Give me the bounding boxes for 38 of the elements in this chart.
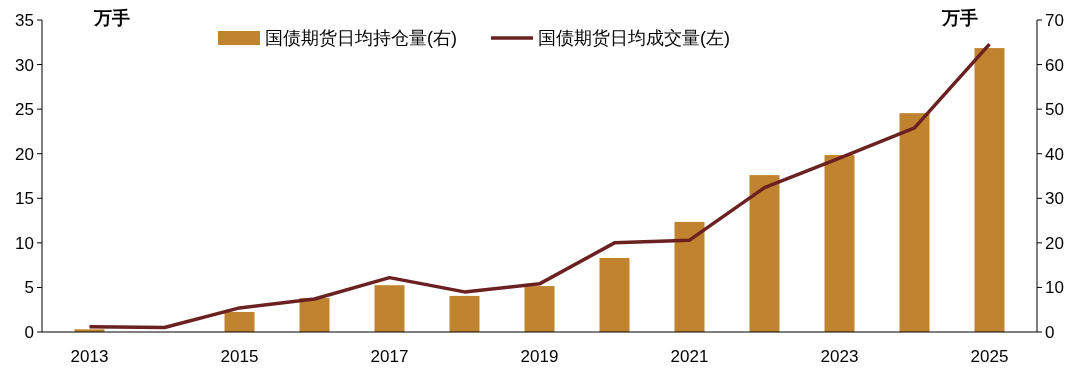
y2-tick-label: 20	[1045, 233, 1064, 253]
y2-tick-label: 30	[1045, 189, 1064, 209]
y2-tick-label: 50	[1045, 100, 1064, 120]
y-tick-label: 5	[24, 278, 34, 298]
y2-tick-label: 70	[1045, 11, 1064, 30]
y-tick-label: 15	[15, 189, 34, 209]
x-tick-label: 2023	[820, 347, 859, 366]
bar	[449, 295, 480, 332]
bar	[674, 221, 705, 332]
x-tick-label: 2013	[70, 347, 109, 366]
legend-label: 国债期货日均持仓量(右)	[265, 28, 457, 48]
x-tick-label: 2017	[370, 347, 409, 366]
y-axis-title: 万手	[93, 8, 130, 28]
bar	[374, 285, 405, 332]
bar	[824, 155, 855, 332]
y-tick-label: 35	[15, 11, 34, 30]
legend-label: 国债期货日均成交量(左)	[538, 28, 730, 48]
x-tick-label: 2025	[970, 347, 1009, 366]
y2-tick-label: 60	[1045, 55, 1064, 75]
bar	[599, 258, 630, 332]
bar	[899, 113, 930, 332]
y-tick-label: 25	[15, 100, 34, 120]
bar	[299, 298, 330, 332]
x-tick-label: 2015	[220, 347, 259, 366]
y2-tick-label: 10	[1045, 278, 1064, 298]
bar	[749, 175, 780, 332]
bar	[524, 286, 555, 332]
y2-tick-label: 0	[1045, 323, 1055, 342]
y-tick-label: 20	[15, 144, 34, 164]
bar	[974, 48, 1005, 332]
y-tick-label: 0	[24, 323, 34, 342]
bar	[224, 311, 255, 332]
y2-tick-label: 40	[1045, 144, 1064, 164]
y-tick-label: 10	[15, 233, 34, 253]
x-tick-label: 2019	[520, 347, 559, 366]
y-tick-label: 30	[15, 55, 34, 75]
y2-axis-title: 万手	[941, 8, 978, 28]
x-tick-label: 2021	[670, 347, 709, 366]
